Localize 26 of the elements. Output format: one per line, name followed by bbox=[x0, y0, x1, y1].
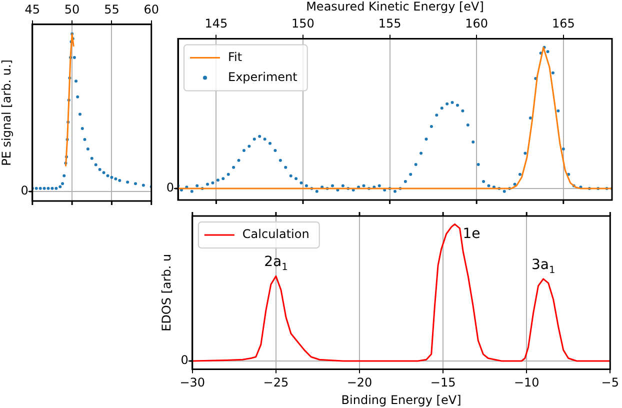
x-tick-label: 60 bbox=[144, 2, 160, 16]
legend-label: Calculation bbox=[242, 227, 310, 242]
x-tick-label: 150 bbox=[292, 16, 314, 31]
x-axis-title: Binding Energy [eV] bbox=[341, 392, 462, 407]
x-tick-label: −25 bbox=[263, 376, 289, 390]
legend-label: Fit bbox=[228, 50, 242, 64]
x-tick-label: 155 bbox=[378, 16, 402, 31]
x-tick-label: 55 bbox=[104, 2, 120, 16]
legend-label: Experiment bbox=[228, 70, 298, 84]
x-tick-label: −30 bbox=[180, 376, 206, 390]
text: 0 bbox=[166, 180, 174, 195]
y-axis-title: PE signal [arb. u.] bbox=[0, 60, 14, 166]
text: 0 bbox=[180, 353, 188, 368]
x-tick-label: −5 bbox=[601, 376, 620, 390]
x-axis-title: Measured Kinetic Energy [eV] bbox=[306, 0, 484, 14]
x-tick-label: 160 bbox=[465, 16, 488, 31]
annotation: 1e bbox=[462, 226, 480, 242]
y-axis-title: EDOS [arb. u bbox=[159, 254, 174, 332]
x-tick-label: 165 bbox=[552, 16, 575, 31]
x-tick-label: 45 bbox=[24, 2, 40, 16]
text: 0 bbox=[20, 184, 28, 198]
x-tick-label: 145 bbox=[204, 16, 228, 31]
x-tick-label: −10 bbox=[514, 376, 540, 390]
x-tick-label: −20 bbox=[346, 376, 372, 390]
x-tick-label: −15 bbox=[430, 376, 456, 390]
x-tick-label: 50 bbox=[64, 2, 80, 16]
